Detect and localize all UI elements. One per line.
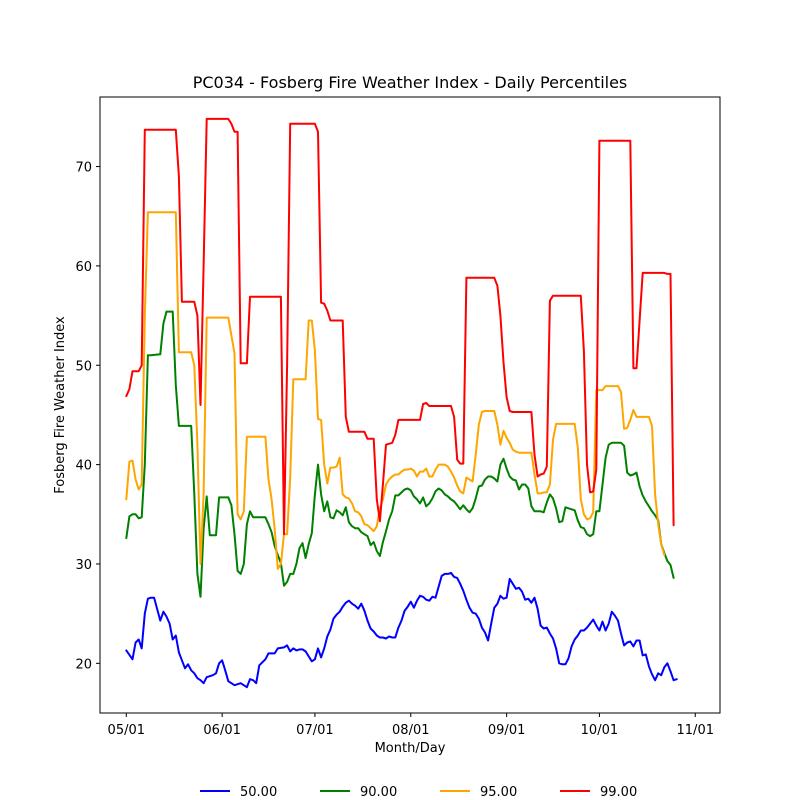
x-tick-label-5: 10/01 <box>581 723 618 738</box>
y-tick-label-1: 30 <box>75 558 92 573</box>
legend-label-3: 99.00 <box>600 785 637 800</box>
x-axis-label: Month/Day <box>375 741 446 756</box>
series-line-3-99-00 <box>125 117 675 536</box>
series-line-2-95-00 <box>125 211 666 570</box>
series-line-1-90-00 <box>125 310 675 598</box>
y-tick-label-5: 70 <box>75 161 92 176</box>
series-layer <box>125 117 678 689</box>
x-tick-label-6: 11/01 <box>677 723 714 738</box>
chart-title: PC034 - Fosberg Fire Weather Index - Dai… <box>193 73 628 92</box>
x-axis-ticks: 05/01 06/01 07/01 08/01 09/01 10/01 11/01 <box>108 713 714 738</box>
y-tick-label-3: 50 <box>75 359 92 374</box>
x-tick-label-4: 09/01 <box>488 723 525 738</box>
x-tick-label-1: 06/01 <box>203 723 240 738</box>
y-tick-label-0: 20 <box>75 657 92 672</box>
x-tick-label-0: 05/01 <box>108 723 145 738</box>
series-line-0-50-00 <box>125 571 678 689</box>
y-axis-ticks: 20 30 40 50 60 70 <box>75 161 100 672</box>
y-tick-label-4: 60 <box>75 260 92 275</box>
legend: 50.00 90.00 95.00 99.00 <box>200 785 637 800</box>
plot-area-frame <box>99 96 721 714</box>
x-tick-label-3: 08/01 <box>392 723 429 738</box>
legend-label-0: 50.00 <box>240 785 277 800</box>
legend-label-1: 90.00 <box>360 785 397 800</box>
y-tick-label-2: 40 <box>75 459 92 474</box>
x-tick-label-2: 07/01 <box>296 723 333 738</box>
legend-label-2: 95.00 <box>480 785 517 800</box>
y-axis-label: Fosberg Fire Weather Index <box>53 316 68 494</box>
